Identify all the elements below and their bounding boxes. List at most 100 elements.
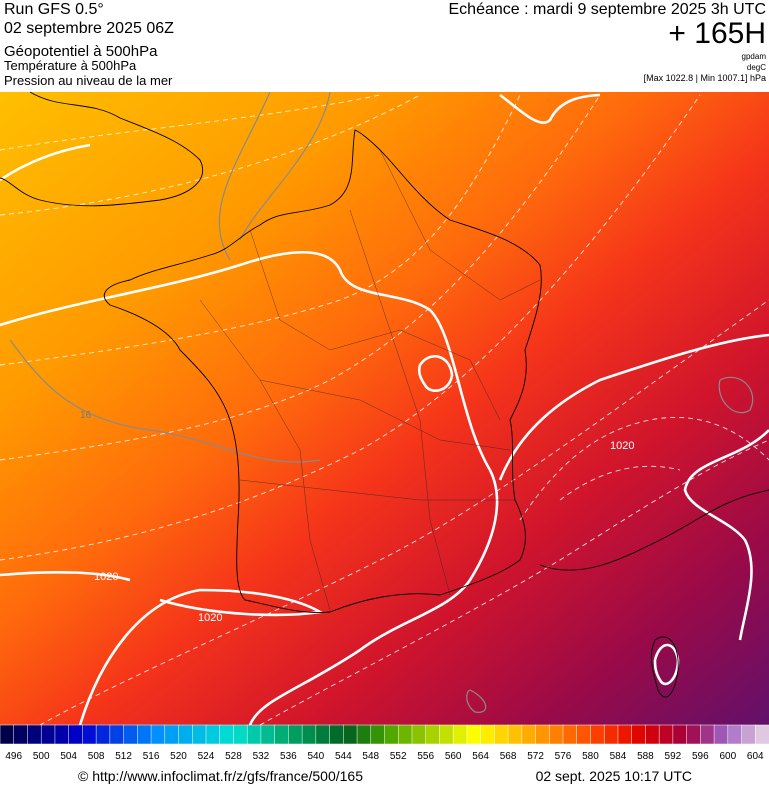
scale-swatch (494, 724, 509, 745)
valid-time: Echéance : mardi 9 septembre 2025 3h UTC (449, 1, 767, 18)
scale-label: 536 (280, 751, 297, 762)
scale-swatch (631, 724, 647, 745)
scale-swatch (205, 724, 221, 745)
parameter: Température à 500hPa (4, 58, 137, 73)
scale-swatch (178, 724, 193, 745)
scale-swatch (590, 724, 605, 745)
scale-swatch (549, 724, 564, 745)
scale-swatch (645, 724, 660, 745)
scale-swatch (452, 724, 468, 745)
run-date: 02 septembre 2025 06Z (4, 20, 174, 37)
scale-label: 528 (225, 751, 242, 762)
scale-label: 532 (253, 751, 270, 762)
unit: degC (747, 63, 766, 72)
scale-swatch (384, 724, 399, 745)
scale-swatch (68, 724, 84, 745)
height-contours (9, 92, 754, 713)
scale-label: 576 (555, 751, 572, 762)
scale-label: 508 (88, 751, 105, 762)
scale-swatch (672, 724, 688, 745)
scale-label: 556 (417, 751, 434, 762)
scale-label: 524 (198, 751, 215, 762)
scale-label: 500 (33, 751, 50, 762)
scale-label: 584 (610, 751, 627, 762)
scale-label: 504 (60, 751, 77, 762)
scale-swatch (439, 724, 454, 745)
scale-label: 512 (115, 751, 132, 762)
run-title: Run GFS 0.5° (4, 1, 104, 18)
scale-swatch (137, 724, 152, 745)
scale-swatch (288, 724, 303, 745)
isobar-label: 1020 (94, 571, 118, 583)
scale-swatch (411, 724, 427, 745)
scale-swatch (109, 724, 125, 745)
scale-swatch (576, 724, 592, 745)
scale-swatch (658, 724, 674, 745)
footer-date: 02 sept. 2025 10:17 UTC (536, 768, 692, 784)
scale-swatch (370, 724, 386, 745)
scale-label: 604 (747, 751, 764, 762)
map-background (0, 92, 769, 725)
scale-swatch (219, 724, 235, 745)
scale-swatch (741, 724, 757, 745)
scale-swatch (54, 724, 70, 745)
scale-label: 544 (335, 751, 352, 762)
scale-swatch (274, 724, 290, 745)
isobar-label: 1020 (610, 440, 634, 452)
scale-label: 592 (665, 751, 682, 762)
scale-swatch (329, 724, 345, 745)
scale-swatch (343, 724, 358, 745)
scale-label: 540 (307, 751, 324, 762)
footer-url: © http://www.infoclimat.fr/z/gfs/france/… (78, 768, 363, 784)
unit: gpdam (742, 52, 767, 61)
scale-swatch (82, 724, 97, 745)
scale-swatch (123, 724, 139, 745)
scale-swatch (260, 724, 276, 745)
borders (199, 149, 541, 611)
height-label: 16 (80, 410, 92, 421)
coastlines (0, 92, 769, 698)
scale-swatch (150, 724, 166, 745)
scale-swatch (301, 724, 317, 745)
lead-time: + 165H (668, 17, 766, 50)
scale-label: 596 (692, 751, 709, 762)
scale-swatch (192, 724, 207, 745)
scale-swatch (40, 724, 56, 745)
scale-swatch (233, 724, 248, 745)
scale-swatch (535, 724, 551, 745)
scale-label: 516 (143, 751, 160, 762)
scale-swatch (466, 724, 482, 745)
scale-swatch (27, 724, 42, 745)
scale-swatch (700, 724, 715, 745)
pressure-isobars (0, 93, 769, 725)
scale-label: 552 (390, 751, 407, 762)
scale-swatch (507, 724, 523, 745)
scale-label: 496 (5, 751, 22, 762)
scale-swatch (246, 724, 262, 745)
pressure-range: [Max 1022.8 | Min 1007.1] hPa (644, 73, 766, 83)
scale-swatch (480, 724, 496, 745)
scale-swatch (356, 724, 372, 745)
scale-swatch (397, 724, 413, 745)
scale-label: 564 (472, 751, 489, 762)
scale-swatch (13, 724, 29, 745)
scale-swatch (562, 724, 578, 745)
scale-swatch (617, 724, 633, 745)
scale-label: 588 (637, 751, 654, 762)
parameter: Géopotentiel à 500hPa (4, 43, 158, 60)
parameter: Pression au niveau de la mer (4, 73, 173, 88)
scale-swatch (315, 724, 331, 745)
isobar-label: 1020 (198, 612, 222, 624)
scale-swatch (713, 724, 729, 745)
scale-label: 572 (527, 751, 544, 762)
scale-swatch (603, 724, 619, 745)
scale-label: 548 (362, 751, 379, 762)
scale-swatch (425, 724, 441, 745)
scale-swatch (755, 724, 769, 745)
scale-label: 600 (719, 751, 736, 762)
scale-label: 580 (582, 751, 599, 762)
scale-swatch (164, 724, 180, 745)
scale-swatch (727, 724, 743, 745)
scale-label: 560 (445, 751, 462, 762)
